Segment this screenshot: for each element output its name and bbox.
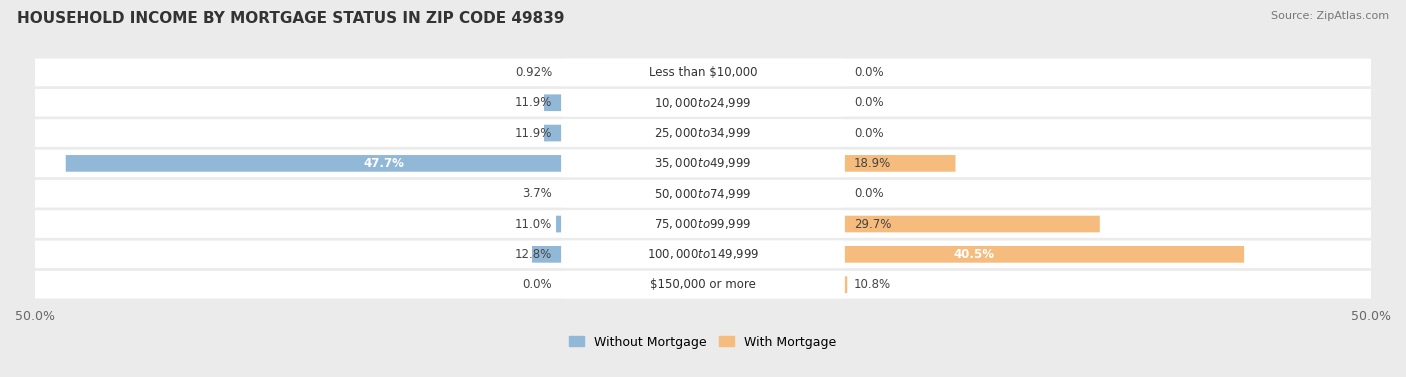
FancyBboxPatch shape [35,210,1371,238]
FancyBboxPatch shape [544,125,703,141]
Text: 3.7%: 3.7% [522,187,553,200]
Text: 0.0%: 0.0% [853,96,883,109]
Text: $75,000 to $99,999: $75,000 to $99,999 [654,217,752,231]
FancyBboxPatch shape [66,155,703,172]
FancyBboxPatch shape [561,241,845,268]
FancyBboxPatch shape [703,155,956,172]
FancyBboxPatch shape [544,94,703,111]
Text: 47.7%: 47.7% [364,157,405,170]
FancyBboxPatch shape [35,58,1371,86]
FancyBboxPatch shape [35,180,1371,207]
Text: 40.5%: 40.5% [953,248,994,261]
Text: $25,000 to $34,999: $25,000 to $34,999 [654,126,752,140]
FancyBboxPatch shape [703,246,1244,263]
Text: 0.0%: 0.0% [523,278,553,291]
Text: Less than $10,000: Less than $10,000 [648,66,758,79]
Text: 11.9%: 11.9% [515,96,553,109]
Text: Source: ZipAtlas.com: Source: ZipAtlas.com [1271,11,1389,21]
FancyBboxPatch shape [703,216,1099,232]
FancyBboxPatch shape [561,150,845,177]
FancyBboxPatch shape [561,271,845,299]
FancyBboxPatch shape [654,185,703,202]
Text: 0.0%: 0.0% [853,127,883,139]
Text: $35,000 to $49,999: $35,000 to $49,999 [654,156,752,170]
Text: 18.9%: 18.9% [853,157,891,170]
FancyBboxPatch shape [690,64,703,81]
FancyBboxPatch shape [35,119,1371,147]
FancyBboxPatch shape [561,58,845,86]
FancyBboxPatch shape [35,271,1371,299]
FancyBboxPatch shape [561,180,845,207]
FancyBboxPatch shape [35,241,1371,268]
Text: $50,000 to $74,999: $50,000 to $74,999 [654,187,752,201]
Text: 0.0%: 0.0% [853,66,883,79]
FancyBboxPatch shape [561,89,845,116]
FancyBboxPatch shape [703,276,848,293]
Text: 11.0%: 11.0% [515,218,553,230]
FancyBboxPatch shape [35,89,1371,116]
Text: 0.0%: 0.0% [853,187,883,200]
FancyBboxPatch shape [561,119,845,147]
Text: HOUSEHOLD INCOME BY MORTGAGE STATUS IN ZIP CODE 49839: HOUSEHOLD INCOME BY MORTGAGE STATUS IN Z… [17,11,564,26]
Text: $100,000 to $149,999: $100,000 to $149,999 [647,247,759,261]
Text: 12.8%: 12.8% [515,248,553,261]
FancyBboxPatch shape [555,216,703,232]
Text: $10,000 to $24,999: $10,000 to $24,999 [654,96,752,110]
FancyBboxPatch shape [35,150,1371,177]
FancyBboxPatch shape [561,210,845,238]
Text: 0.92%: 0.92% [515,66,553,79]
Text: $150,000 or more: $150,000 or more [650,278,756,291]
FancyBboxPatch shape [531,246,703,263]
Text: 10.8%: 10.8% [853,278,891,291]
Legend: Without Mortgage, With Mortgage: Without Mortgage, With Mortgage [564,331,842,354]
Text: 29.7%: 29.7% [853,218,891,230]
Text: 11.9%: 11.9% [515,127,553,139]
